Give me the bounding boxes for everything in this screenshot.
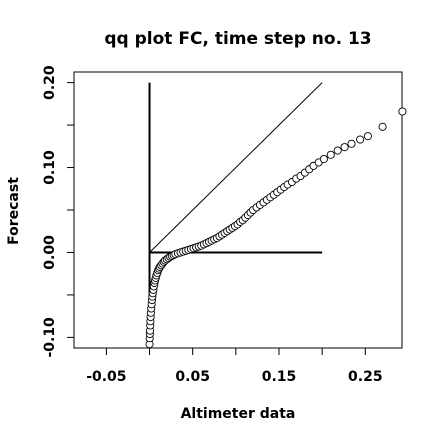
diagonal-reference-line — [149, 82, 323, 253]
data-point — [356, 135, 365, 144]
data-point — [378, 122, 387, 131]
data-point — [347, 139, 356, 148]
data-point — [340, 143, 349, 152]
y-tick-label: -0.10 — [42, 317, 58, 358]
y-tick-label: 0.00 — [42, 235, 58, 270]
reference-lines — [148, 82, 323, 338]
data-point — [333, 146, 342, 155]
x-axis: -0.05 0.05 0.15 0.25 — [86, 348, 383, 385]
y-axis-label: Forecast — [6, 177, 22, 245]
y-tick-label: 0.20 — [42, 65, 58, 100]
data-point — [398, 107, 407, 116]
x-tick-label: 0.15 — [262, 369, 297, 385]
chart-title: qq plot FC, time step no. 13 — [104, 29, 371, 49]
x-tick-label: 0.05 — [175, 369, 210, 385]
y-axis: -0.10 0.00 0.10 0.20 — [42, 65, 74, 358]
data-point — [363, 132, 372, 141]
x-axis-label: Altimeter data — [181, 406, 296, 422]
data-points — [145, 107, 407, 349]
data-point — [319, 154, 328, 164]
y-tick-label: 0.10 — [42, 150, 58, 185]
data-point — [326, 150, 335, 159]
plot-frame — [73, 71, 403, 349]
x-tick-label: 0.25 — [348, 369, 383, 385]
x-tick-label: -0.05 — [86, 369, 126, 385]
